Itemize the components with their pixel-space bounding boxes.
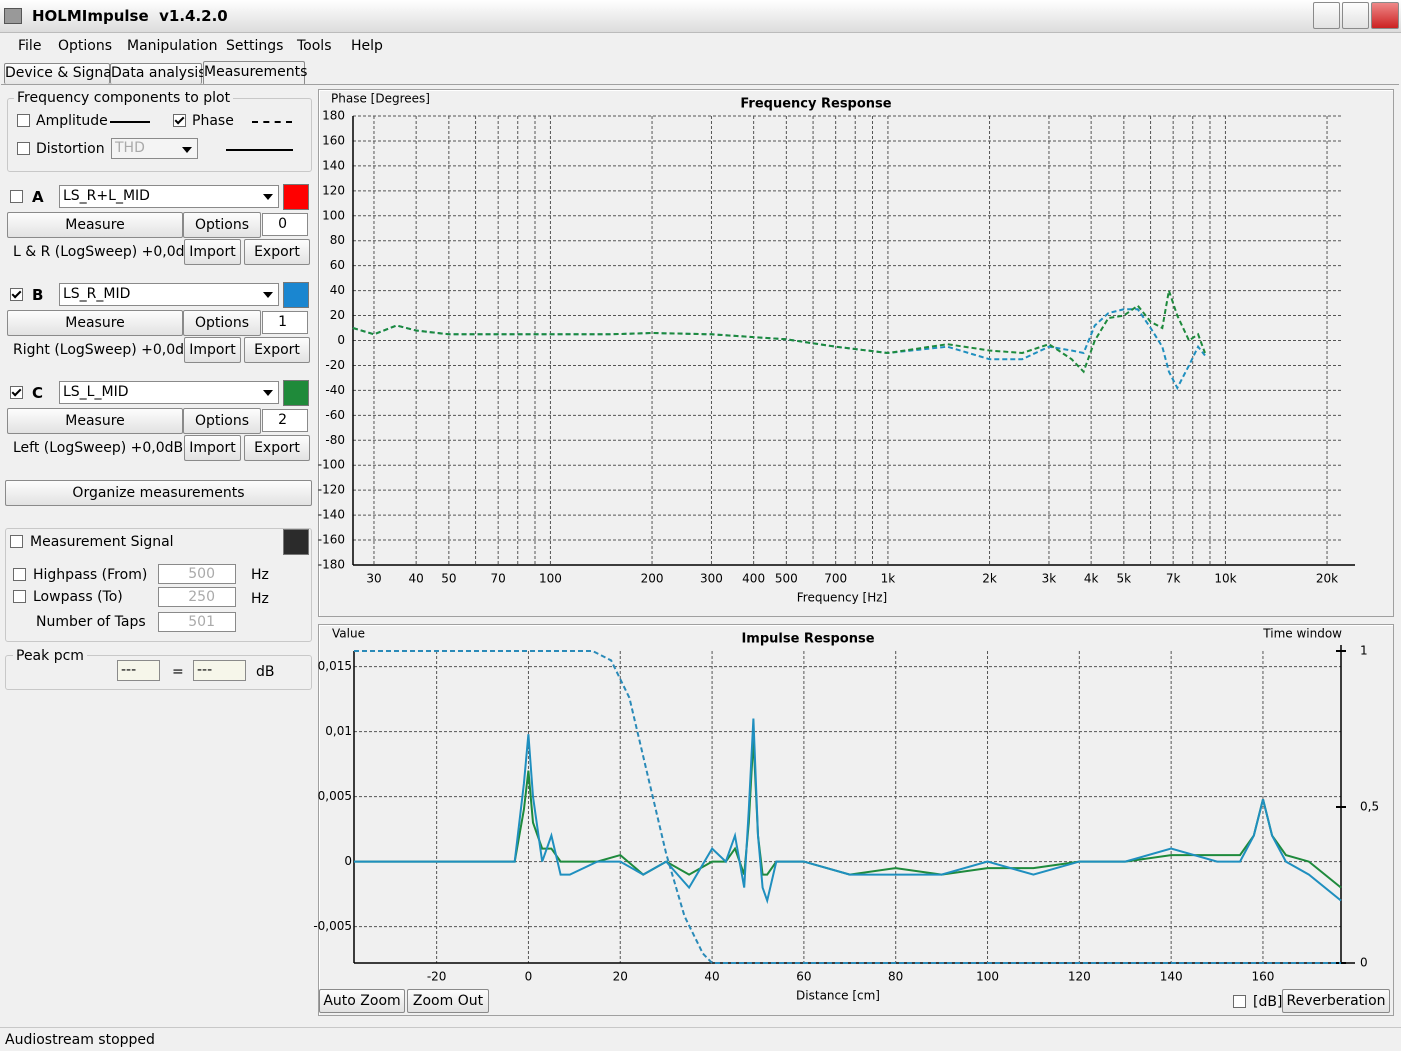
label: Distortion bbox=[36, 141, 105, 157]
tab[interactable]: Measurements bbox=[203, 61, 307, 85]
checkbox[interactable] bbox=[173, 114, 186, 127]
unit: dB bbox=[256, 664, 275, 680]
button[interactable]: Organize measurements bbox=[5, 480, 312, 506]
button[interactable]: Reverberation bbox=[1282, 989, 1390, 1013]
channel-select[interactable]: LS_R_MID bbox=[59, 283, 279, 306]
select[interactable]: THD bbox=[111, 138, 198, 159]
tab-page bbox=[1, 84, 1399, 1025]
menu-item[interactable]: Tools bbox=[297, 38, 332, 54]
channel-select[interactable]: LS_L_MID bbox=[59, 381, 279, 404]
button[interactable]: Export bbox=[244, 337, 310, 363]
peak-value: --- bbox=[117, 660, 160, 681]
status-bar bbox=[0, 1027, 1401, 1051]
status-text: Audiostream stopped bbox=[5, 1032, 155, 1048]
button[interactable]: Measure bbox=[7, 408, 183, 434]
components-group bbox=[7, 98, 312, 172]
number-input[interactable]: 250 bbox=[158, 587, 236, 607]
channel-letter: B bbox=[32, 286, 44, 304]
color-swatch[interactable] bbox=[283, 184, 309, 210]
checkbox[interactable] bbox=[10, 288, 23, 301]
checkbox[interactable] bbox=[10, 386, 23, 399]
close-button[interactable] bbox=[1371, 2, 1399, 29]
unit: Hz bbox=[251, 567, 269, 583]
maximize-button[interactable] bbox=[1342, 2, 1369, 29]
button[interactable]: Options bbox=[183, 310, 261, 336]
button[interactable]: Auto Zoom bbox=[319, 989, 405, 1013]
label: Highpass (From) bbox=[33, 567, 148, 583]
spinner[interactable]: 1 bbox=[262, 311, 308, 334]
line-sample bbox=[110, 121, 150, 123]
channel-info: Right (LogSweep) +0,0dB bbox=[13, 342, 194, 358]
signal-group bbox=[5, 528, 312, 642]
group-title: Frequency components to plot bbox=[14, 89, 234, 107]
channel-info: L & R (LogSweep) +0,0dB bbox=[13, 244, 195, 260]
button[interactable]: Measure bbox=[7, 310, 183, 336]
spinner[interactable]: 0 bbox=[262, 213, 308, 236]
tab[interactable]: Data analysis bbox=[110, 63, 206, 84]
line-sample bbox=[252, 121, 292, 123]
label: Lowpass (To) bbox=[33, 589, 123, 605]
button[interactable]: Import bbox=[184, 435, 241, 461]
peak-group bbox=[5, 655, 312, 690]
window-title: HOLMImpulse v1.4.2.0 bbox=[32, 7, 228, 25]
checkbox[interactable] bbox=[13, 590, 26, 603]
button[interactable]: Export bbox=[244, 435, 310, 461]
button[interactable]: Options bbox=[183, 408, 261, 434]
label: Phase bbox=[192, 113, 234, 129]
group-title: Peak pcm bbox=[13, 647, 87, 665]
menu-item[interactable]: Help bbox=[351, 38, 383, 54]
button[interactable]: Export bbox=[244, 239, 310, 265]
button[interactable]: Import bbox=[184, 239, 241, 265]
label: [dB] bbox=[1253, 994, 1283, 1010]
label: = bbox=[172, 664, 184, 680]
color-swatch[interactable] bbox=[283, 529, 309, 555]
chart-panel bbox=[318, 89, 1394, 617]
menu-item[interactable]: Manipulation bbox=[127, 38, 218, 54]
checkbox[interactable] bbox=[13, 568, 26, 581]
label: Measurement Signal bbox=[30, 534, 174, 550]
button[interactable]: Zoom Out bbox=[407, 989, 489, 1013]
app-icon bbox=[4, 8, 22, 24]
channel-select[interactable]: LS_R+L_MID bbox=[59, 185, 279, 208]
minimize-button[interactable] bbox=[1313, 2, 1340, 29]
number-input[interactable]: 500 bbox=[158, 564, 236, 584]
peak-value: --- bbox=[193, 660, 246, 681]
number-input[interactable]: 501 bbox=[158, 612, 236, 632]
channel-letter: A bbox=[32, 188, 44, 206]
channel-info: Left (LogSweep) +0,0dB bbox=[13, 440, 184, 456]
unit: Hz bbox=[251, 591, 269, 607]
color-swatch[interactable] bbox=[283, 282, 309, 308]
menu-item[interactable]: File bbox=[18, 38, 42, 54]
checkbox[interactable] bbox=[17, 142, 30, 155]
tab[interactable]: Device & Signal bbox=[4, 63, 116, 84]
button[interactable]: Options bbox=[183, 212, 261, 238]
label: Amplitude bbox=[36, 113, 108, 129]
checkbox[interactable] bbox=[1233, 995, 1246, 1008]
checkbox[interactable] bbox=[17, 114, 30, 127]
button[interactable]: Measure bbox=[7, 212, 183, 238]
button[interactable]: Import bbox=[184, 337, 241, 363]
label: Number of Taps bbox=[36, 614, 146, 630]
checkbox[interactable] bbox=[10, 190, 23, 203]
menu-item[interactable]: Options bbox=[58, 38, 113, 54]
checkbox[interactable] bbox=[10, 535, 23, 548]
color-swatch[interactable] bbox=[283, 380, 309, 406]
line-sample bbox=[226, 149, 293, 151]
title-bar bbox=[0, 0, 1401, 33]
channel-letter: C bbox=[32, 384, 44, 402]
chart-panel bbox=[318, 624, 1394, 1016]
menu-item[interactable]: Settings bbox=[226, 38, 284, 54]
spinner[interactable]: 2 bbox=[262, 409, 308, 432]
